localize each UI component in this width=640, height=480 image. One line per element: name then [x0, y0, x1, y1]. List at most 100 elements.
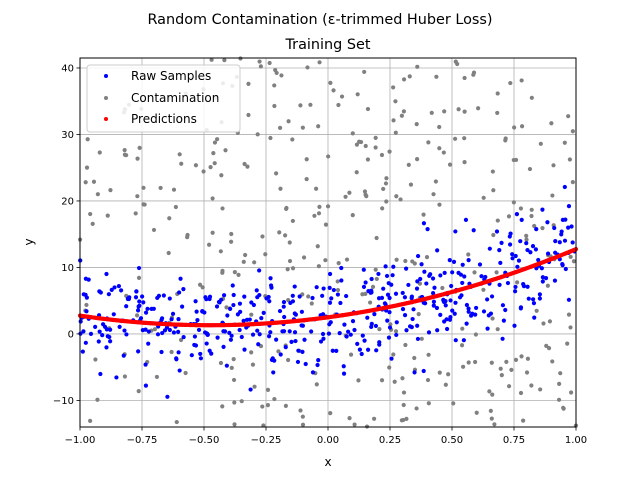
- raw-sample-point: [133, 295, 139, 300]
- contamination-point: [236, 272, 241, 277]
- contamination-point: [546, 346, 552, 351]
- raw-sample-point: [327, 322, 332, 327]
- contamination-point: [461, 364, 466, 369]
- contamination-point: [277, 230, 282, 235]
- contamination-point: [286, 119, 291, 124]
- raw-sample-point: [167, 296, 172, 301]
- raw-sample-point: [321, 286, 326, 291]
- contamination-point: [565, 341, 570, 346]
- raw-sample-point: [303, 361, 308, 367]
- contamination-point: [511, 200, 516, 205]
- contamination-point: [401, 77, 407, 82]
- contamination-point: [373, 267, 378, 272]
- raw-sample-point: [327, 271, 333, 277]
- contamination-point: [229, 239, 234, 244]
- contamination-point: [350, 213, 355, 218]
- raw-sample-point: [228, 337, 234, 342]
- contamination-point: [394, 194, 399, 199]
- contamination-point: [287, 240, 292, 245]
- contamination-point: [437, 146, 442, 151]
- contamination-point: [524, 233, 529, 238]
- contamination-point: [495, 218, 500, 223]
- raw-sample-point: [415, 336, 421, 342]
- raw-sample-point: [177, 368, 182, 373]
- raw-sample-point: [140, 294, 145, 299]
- contamination-point: [561, 406, 566, 411]
- raw-sample-point: [519, 217, 524, 222]
- raw-sample-point: [466, 258, 471, 263]
- raw-sample-point: [221, 344, 226, 350]
- plot-points: [77, 56, 579, 429]
- raw-sample-point: [365, 315, 370, 320]
- x-axis-label: x: [324, 455, 331, 469]
- raw-sample-point: [318, 339, 324, 344]
- raw-sample-point: [302, 337, 307, 342]
- contamination-point: [374, 235, 379, 241]
- raw-sample-point: [93, 324, 98, 329]
- raw-sample-point: [117, 324, 122, 329]
- contamination-point: [566, 114, 571, 119]
- raw-sample-point: [552, 225, 557, 231]
- contamination-point: [335, 287, 341, 293]
- raw-sample-point: [106, 292, 111, 297]
- raw-sample-point: [242, 347, 247, 352]
- contamination-point: [387, 365, 392, 370]
- contamination-point: [383, 181, 389, 186]
- raw-sample-point: [221, 293, 227, 298]
- contamination-point: [350, 131, 355, 136]
- raw-sample-point: [449, 283, 454, 289]
- raw-sample-point: [176, 350, 181, 355]
- contamination-point: [354, 170, 359, 175]
- contamination-point: [166, 250, 171, 256]
- contamination-point: [393, 329, 399, 334]
- contamination-point: [529, 95, 534, 100]
- contamination-point: [540, 226, 545, 231]
- raw-sample-point: [387, 310, 392, 315]
- contamination-point: [354, 142, 360, 147]
- raw-sample-point: [297, 294, 302, 299]
- raw-sample-point: [109, 287, 114, 292]
- raw-sample-point: [335, 292, 341, 297]
- contamination-point: [529, 207, 534, 212]
- contamination-point: [232, 422, 237, 427]
- contamination-point: [314, 186, 319, 191]
- raw-sample-point: [266, 294, 271, 300]
- contamination-point: [360, 292, 365, 297]
- contamination-point: [154, 374, 160, 380]
- raw-sample-point: [539, 266, 544, 271]
- raw-sample-point: [521, 284, 527, 289]
- contamination-point: [419, 336, 424, 341]
- raw-sample-point: [369, 276, 374, 282]
- y-axis-label: y: [22, 238, 36, 245]
- raw-sample-point: [300, 349, 305, 355]
- raw-sample-point: [198, 356, 204, 361]
- contamination-point: [304, 157, 309, 162]
- contamination-point: [308, 102, 313, 107]
- contamination-point: [393, 99, 398, 104]
- raw-sample-point: [136, 304, 141, 309]
- raw-sample-point: [241, 318, 246, 323]
- raw-sample-point: [249, 300, 254, 305]
- raw-sample-point: [361, 267, 366, 272]
- raw-sample-point: [331, 287, 336, 293]
- chart-title: Training Set: [285, 37, 371, 53]
- contamination-point: [272, 83, 277, 88]
- raw-sample-point: [338, 300, 343, 306]
- contamination-point: [451, 401, 456, 406]
- contamination-point: [183, 370, 188, 376]
- contamination-point: [152, 327, 158, 332]
- raw-sample-point: [214, 304, 220, 309]
- raw-sample-point: [174, 357, 179, 362]
- contamination-point: [223, 148, 228, 153]
- y-tick-label: 40: [61, 63, 74, 74]
- raw-sample-point: [170, 311, 176, 316]
- raw-sample-point: [379, 295, 385, 301]
- contamination-point: [356, 378, 361, 383]
- contamination-point: [426, 352, 431, 357]
- raw-sample-point: [290, 293, 295, 298]
- raw-sample-point: [237, 301, 243, 306]
- contamination-point: [365, 157, 371, 162]
- raw-sample-point: [435, 248, 440, 253]
- contamination-point: [373, 135, 378, 141]
- raw-sample-point: [422, 269, 427, 274]
